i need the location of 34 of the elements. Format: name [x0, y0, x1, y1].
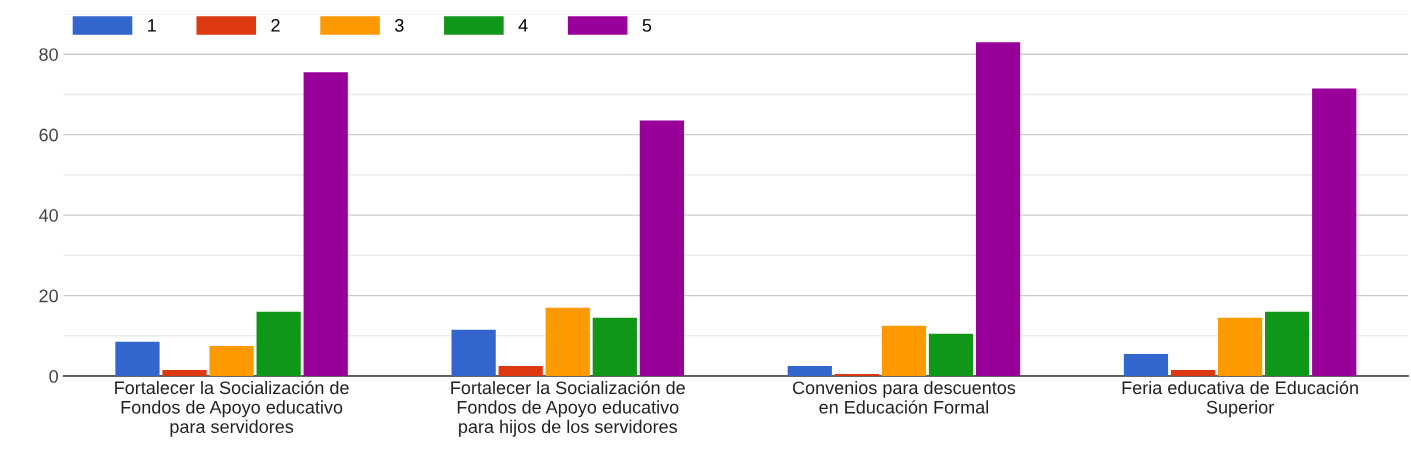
bar — [209, 345, 254, 377]
bar — [639, 120, 684, 377]
y-tick-label: 80 — [39, 48, 58, 61]
bar — [1123, 353, 1169, 377]
legend-label: 1 — [148, 19, 156, 32]
y-tick-label: 40 — [38, 209, 58, 222]
y-tick-label: 0 — [49, 370, 58, 383]
bar — [592, 317, 637, 377]
x-tick-label: Fortalecer la Socialización de Fondos de Apoyo educativo para hijos de los servidores — [451, 380, 685, 437]
y-tick-label: 60 — [39, 128, 58, 142]
y-tick-label: 20 — [39, 289, 58, 303]
bar — [451, 329, 496, 377]
bar — [1217, 317, 1263, 377]
bar — [1170, 370, 1216, 377]
bar — [545, 307, 590, 377]
bar — [928, 333, 974, 377]
bar — [256, 311, 301, 377]
bar — [834, 374, 879, 377]
x-tick-label: Fortalecer la Socialización de Fondos de Apoyo educativo para servidores — [115, 380, 349, 437]
x-tick-label: Convenios para descuentos en Educación Formal — [792, 380, 1016, 414]
bar — [1312, 88, 1357, 377]
bar — [115, 341, 160, 377]
x-tick-label: Feria educativa de Educación Superior — [1122, 380, 1358, 418]
bar — [303, 72, 348, 377]
bar — [787, 366, 832, 377]
legend-label: 3 — [394, 18, 404, 32]
legend-label: 5 — [642, 19, 652, 32]
legend-label: 2 — [271, 18, 280, 32]
bar — [975, 42, 1021, 377]
bar — [498, 366, 543, 377]
bar — [881, 325, 927, 377]
legend-label: 4 — [518, 19, 528, 32]
bar — [162, 370, 207, 377]
bar — [1265, 311, 1310, 377]
